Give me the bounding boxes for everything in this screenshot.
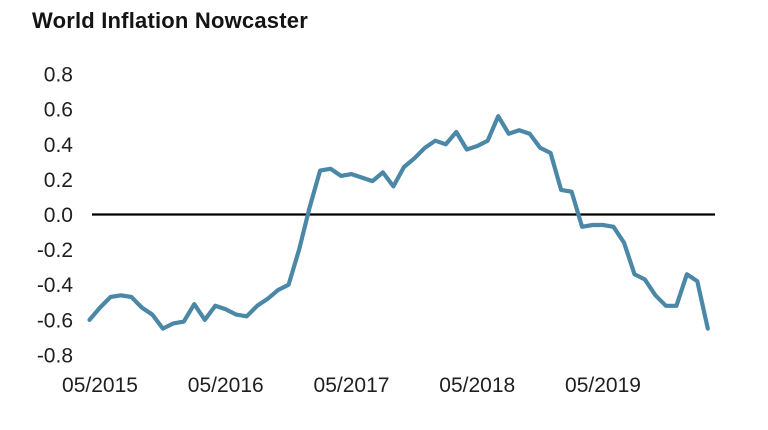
y-axis-tick-label: 0.6 [44, 99, 73, 122]
x-axis-tick-label: 05/2016 [188, 374, 264, 397]
y-axis-tick-label: -0.8 [37, 344, 73, 367]
y-axis-tick-label: 0.2 [44, 169, 73, 192]
y-axis-tick-label: -0.2 [37, 239, 73, 262]
nowcaster-data-line [87, 114, 710, 331]
y-axis-tick-label: 0.8 [44, 64, 73, 87]
x-axis-tick-label: 05/2017 [314, 374, 390, 397]
chart-title: World Inflation Nowcaster [32, 8, 308, 33]
y-axis-tick-label: -0.6 [37, 309, 73, 332]
x-axis-tick-label: 05/2018 [439, 374, 515, 397]
y-axis-tick-label: 0.4 [44, 134, 74, 157]
y-axis-tick-label: -0.4 [37, 274, 74, 297]
x-axis-tick-label: 05/2015 [62, 374, 138, 397]
y-axis-tick-label: 0.0 [44, 204, 73, 227]
x-axis-tick-label: 05/2019 [565, 374, 641, 397]
